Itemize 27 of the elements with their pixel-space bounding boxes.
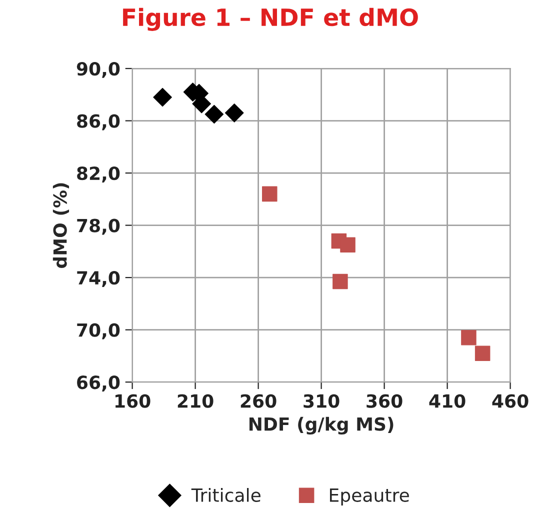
y-tick-label: 66,0 [77, 376, 120, 392]
y-tick-label: 82,0 [77, 166, 120, 182]
x-tick-label: 160 [115, 394, 150, 408]
point [262, 186, 278, 202]
y-tick-label: 70,0 [77, 323, 120, 340]
point [474, 346, 490, 361]
point [224, 104, 244, 122]
x-tick-label: 460 [492, 394, 528, 408]
point [153, 88, 172, 107]
point [204, 104, 224, 124]
y-tick-label: 74,0 [77, 271, 120, 287]
y-tick-label: 78,0 [77, 218, 120, 235]
x-tick-label: 310 [304, 394, 340, 408]
x-tick-label: 260 [240, 394, 276, 408]
x-tick-label: 210 [178, 394, 214, 408]
legend-label: Epeautre [330, 488, 409, 506]
y-axis-title: dMO (%) [52, 183, 70, 268]
chart-title: Figure 1 – NDF et dMO [123, 8, 418, 31]
y-tick-label: 86,0 [77, 114, 120, 130]
legend-label: Triticale [191, 488, 260, 502]
point [340, 237, 356, 253]
x-tick-label: 360 [366, 394, 402, 408]
point [332, 274, 348, 290]
point [461, 330, 476, 346]
x-axis-title: NDF (g/kg MS) [249, 416, 394, 435]
y-tick-label: 90,0 [76, 62, 120, 78]
x-tick-label: 410 [429, 394, 466, 408]
